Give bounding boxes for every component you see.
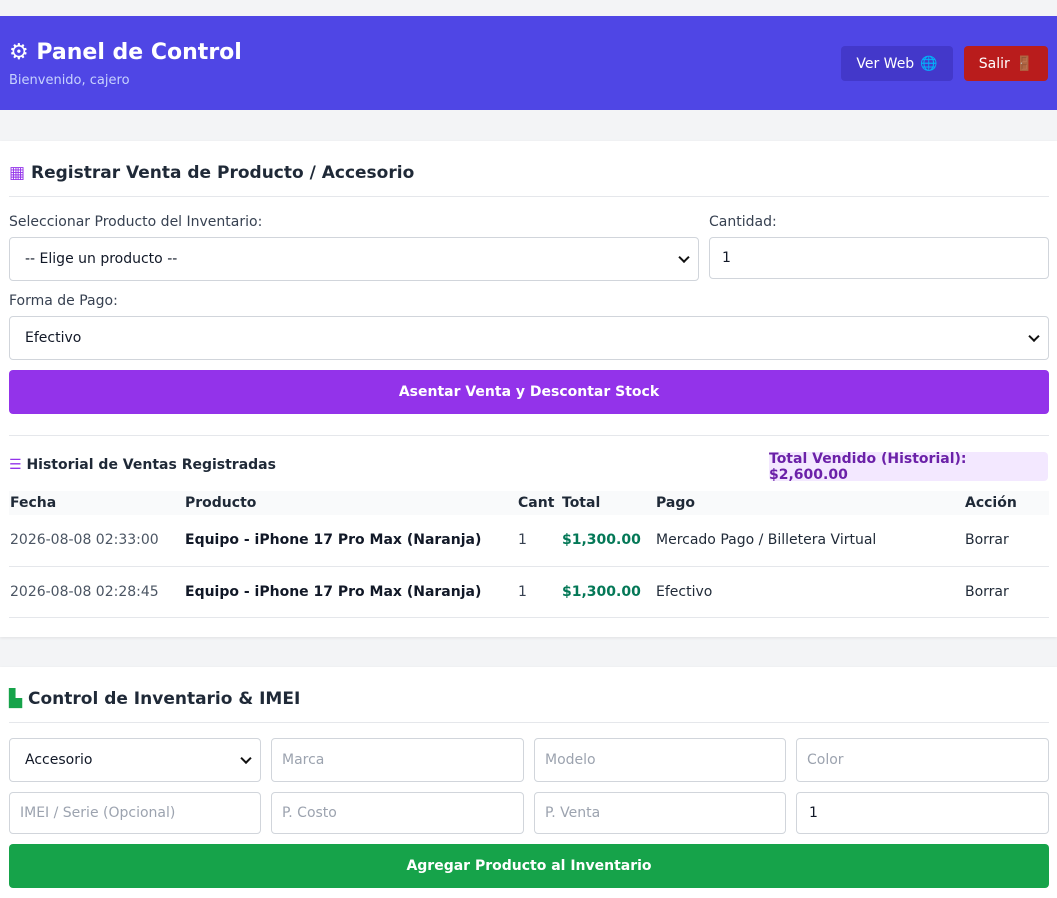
imei-input[interactable]: IMEI / Serie (Opcional) [9, 792, 261, 834]
header-subtitle: Bienvenido, cajero [9, 73, 130, 88]
header-row: Fecha Producto Cant Total Pago Acción [9, 491, 1049, 515]
view-web-button[interactable]: Ver Web 🌐 [841, 46, 953, 81]
cell: 1 [517, 566, 561, 618]
history-title: ☰ Historial de Ventas Registradas [9, 457, 276, 473]
cell: $1,300.00 [561, 515, 655, 567]
column-header: Pago [655, 491, 964, 515]
divider [9, 722, 1049, 723]
type-select[interactable]: Accesorio [9, 738, 261, 782]
add-product-button[interactable]: Agregar Producto al Inventario [9, 844, 1049, 888]
button-label: Salir [978, 55, 1010, 72]
payment-select[interactable]: Efectivo [9, 316, 1049, 360]
cell: Equipo - iPhone 17 Pro Max (Naranja) [184, 566, 517, 618]
sale-card: ▦ Registrar Venta de Producto / Accesori… [0, 141, 1057, 637]
inventory-card: ▙ Control de Inventario & IMEI Accesorio… [0, 667, 1057, 898]
field-label: Seleccionar Producto del Inventario: [9, 214, 263, 230]
total-badge: Total Vendido (Historial): $2,600.00 [769, 451, 1048, 483]
field-label: Forma de Pago: [9, 293, 118, 309]
card-title: ▦ Registrar Venta de Producto / Accesori… [9, 163, 415, 183]
title-text: Historial de Ventas Registradas [26, 457, 276, 473]
sale-row: 2026-08-08 02:28:45 Equipo - iPhone 17 Pr… [9, 566, 1049, 618]
input-value: 1 [809, 805, 818, 821]
header: ⚙ Panel de Control Bienvenido, cajero Ve… [0, 16, 1057, 110]
cost-input[interactable]: P. Costo [271, 792, 524, 834]
column-header: Cant [517, 491, 561, 515]
column-header: Producto [184, 491, 517, 515]
stock-input[interactable]: 1 [796, 792, 1049, 834]
payment-pill: Efectivo [656, 583, 713, 600]
icon: 🌐 [920, 55, 938, 72]
field-label: Cantidad: [709, 214, 777, 230]
delete-button[interactable]: Borrar [965, 583, 1009, 600]
cell: Equipo - iPhone 17 Pro Max (Naranja) [184, 515, 517, 567]
cell: 2026-08-08 02:28:45 [9, 566, 184, 618]
select-value: Efectivo [25, 330, 82, 346]
cell: 1 [517, 515, 561, 567]
column-header: Total [561, 491, 655, 515]
history-table: Fecha Producto Cant Total Pago Acción 2026-08… [9, 491, 1049, 618]
title-text: Registrar Venta de Producto / Accesorio [30, 163, 415, 183]
header-title: ⚙ Panel de Control [9, 40, 242, 65]
cell: Borrar [964, 515, 1049, 567]
divider [9, 196, 1049, 197]
select-value: Accesorio [25, 752, 93, 768]
cell: Borrar [964, 566, 1049, 618]
model-input[interactable]: Modelo [534, 738, 786, 782]
brand-input[interactable]: Marca [271, 738, 524, 782]
column-header: Acción [964, 491, 1049, 515]
divider [9, 435, 1049, 436]
cell: Efectivo [655, 566, 964, 618]
title-text: Control de Inventario & IMEI [28, 689, 301, 709]
price-input[interactable]: P. Venta [534, 792, 786, 834]
select-value: -- Elige un producto -- [25, 251, 178, 267]
cell: 2026-08-08 02:33:00 [9, 515, 184, 567]
delete-button[interactable]: Borrar [965, 532, 1009, 549]
icon: 🚪 [1015, 55, 1034, 72]
input-value: 1 [722, 250, 731, 266]
sale-row: 2026-08-08 02:33:00 Equipo - iPhone 17 Pr… [9, 515, 1049, 567]
product-select[interactable]: -- Elige un producto -- [9, 237, 699, 281]
color-input[interactable]: Color [796, 738, 1049, 782]
title-text: Panel de Control [36, 40, 242, 65]
payment-pill: Mercado Pago / Billetera Virtual [656, 532, 877, 549]
logout-button[interactable]: Salir 🚪 [964, 46, 1048, 81]
button-label: Ver Web [856, 55, 915, 72]
column-header: Fecha [9, 491, 184, 515]
cell: Mercado Pago / Billetera Virtual [655, 515, 964, 567]
quantity-input[interactable]: 1 [709, 237, 1049, 279]
submit-sale-button[interactable]: Asentar Venta y Descontar Stock [9, 370, 1049, 414]
card-title: ▙ Control de Inventario & IMEI [9, 689, 301, 709]
cell: $1,300.00 [561, 566, 655, 618]
